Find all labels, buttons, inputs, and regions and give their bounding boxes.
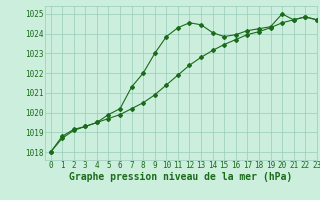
X-axis label: Graphe pression niveau de la mer (hPa): Graphe pression niveau de la mer (hPa) [69, 172, 292, 182]
